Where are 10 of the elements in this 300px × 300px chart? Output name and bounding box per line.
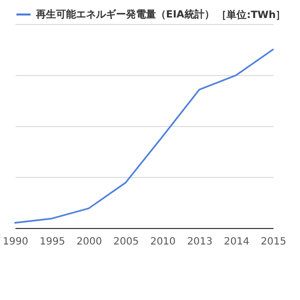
x-tick-label: 2015 xyxy=(260,236,286,248)
x-tick-label: 2000 xyxy=(76,236,102,248)
x-tick-label: 2014 xyxy=(224,236,250,248)
legend-label: 再生可能エネルギー発電量（EIA統計） xyxy=(35,8,214,20)
x-tick-label: 2013 xyxy=(187,236,213,248)
x-tick-label: 1995 xyxy=(40,236,66,248)
x-tick-label: 1990 xyxy=(2,236,28,248)
x-tick-label: 2010 xyxy=(150,236,176,248)
text: ［単位:TWh］ xyxy=(216,9,286,21)
x-tick-label: 2005 xyxy=(113,236,139,248)
